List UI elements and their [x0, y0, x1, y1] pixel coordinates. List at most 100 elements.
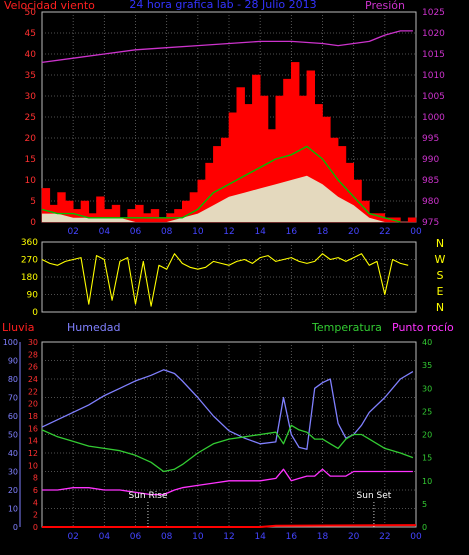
- rain-y-tick-label: 12: [28, 449, 38, 458]
- pressure-y-tick-label: 980: [422, 197, 439, 207]
- direction-y-tick-label: 0: [32, 308, 38, 318]
- humidity-y-tick-label: 60: [8, 412, 18, 421]
- wind-y-tick-label: 5: [30, 197, 36, 207]
- pressure-y-tick-label: 1025: [422, 8, 445, 18]
- rain-label: Lluvia: [2, 321, 34, 334]
- wind-y-tick-label: 25: [25, 113, 36, 123]
- rain-y-tick-label: 2: [33, 511, 38, 520]
- temperature-y-tick-label: 10: [422, 477, 432, 486]
- pressure-y-tick-label: 1005: [422, 92, 445, 102]
- rain-y-tick-label: 16: [28, 424, 38, 433]
- rain-y-tick-label: 0: [33, 523, 38, 532]
- humidity-y-tick-label: 70: [8, 394, 18, 403]
- wind-x-tick-label: 06: [130, 227, 142, 237]
- wind-y-tick-label: 50: [25, 8, 37, 18]
- wind-x-tick-label: 16: [286, 227, 298, 237]
- wind-x-tick-label: 02: [67, 227, 78, 237]
- wind-y-tick-label: 10: [25, 176, 37, 186]
- dew-point-label: Punto rocío: [392, 321, 454, 334]
- temperature-y-tick-label: 30: [422, 384, 432, 393]
- pressure-y-tick-label: 1020: [422, 29, 445, 39]
- wind-y-tick-label: 45: [25, 29, 36, 39]
- temperature-y-tick-label: 40: [422, 338, 432, 347]
- humidity-label: Humedad: [67, 321, 120, 334]
- climate-x-tick-label: 04: [99, 532, 111, 542]
- pressure-y-tick-label: 1015: [422, 50, 445, 60]
- temperature-series: [41, 424, 414, 473]
- climate-x-tick-label: 12: [223, 532, 234, 542]
- rain-y-tick-label: 6: [33, 486, 38, 495]
- compass-n-label: N: [436, 237, 444, 250]
- compass-n2-label: N: [436, 301, 444, 314]
- climate-x-tick-label: 10: [192, 532, 204, 542]
- temperature-y-tick-label: 15: [422, 454, 432, 463]
- temperature-y-tick-label: 35: [422, 361, 432, 370]
- climate-x-tick-label: 20: [348, 532, 360, 542]
- pressure-label: Presión: [365, 0, 405, 12]
- wind-x-tick-label: 12: [223, 227, 234, 237]
- humidity-y-tick-label: 0: [13, 523, 18, 532]
- chart-marks: 0510152025303540455097598098599099510001…: [3, 8, 445, 542]
- compass-w-label: W: [435, 253, 446, 266]
- direction-y-tick-label: 180: [21, 273, 38, 283]
- wind-average-series: [42, 175, 416, 222]
- rain-y-tick-label: 8: [33, 474, 38, 483]
- temperature-y-tick-label: 5: [422, 500, 427, 509]
- rain-y-tick-label: 26: [28, 363, 38, 372]
- wind-speed-label: Velocidad viento: [4, 0, 95, 12]
- temperature-y-tick-label: 25: [422, 407, 432, 416]
- climate-x-tick-label: 06: [130, 532, 142, 542]
- wind-y-tick-label: 30: [25, 92, 37, 102]
- climate-x-tick-label: 14: [254, 532, 266, 542]
- rain-y-tick-label: 24: [28, 375, 38, 384]
- wind-y-tick-label: 20: [25, 134, 37, 144]
- temperature-label: Temperatura: [311, 321, 382, 334]
- pressure-y-tick-label: 985: [422, 176, 439, 186]
- pressure-y-tick-label: 1000: [422, 113, 445, 123]
- sun-marker-label: Sun Rise: [128, 491, 167, 501]
- wind-y-tick-label: 15: [25, 155, 36, 165]
- wind-y-tick-label: 40: [25, 50, 37, 60]
- wind-direction-series: [41, 253, 409, 307]
- climate-x-tick-label: 16: [286, 532, 298, 542]
- wind-x-tick-label: 08: [161, 227, 173, 237]
- pressure-y-tick-label: 995: [422, 134, 439, 144]
- rain-y-tick-label: 18: [28, 412, 38, 421]
- temperature-y-tick-label: 20: [422, 431, 432, 440]
- compass-e-label: E: [437, 285, 444, 298]
- wind-y-tick-label: 35: [25, 71, 36, 81]
- wind-x-tick-label: 10: [192, 227, 204, 237]
- rain-series: [42, 524, 417, 528]
- wind-x-tick-label: 22: [379, 227, 390, 237]
- rain-y-tick-label: 10: [28, 461, 38, 470]
- wind-x-tick-label: 18: [317, 227, 329, 237]
- chart-title: 24 hora grafica lab - 28 Julio 2013: [129, 0, 316, 11]
- dew-point-series: [42, 468, 413, 496]
- rain-y-tick-label: 22: [28, 387, 38, 396]
- direction-y-tick-label: 270: [21, 256, 38, 266]
- wind-speed-series: [41, 145, 401, 223]
- humidity-y-tick-label: 20: [8, 486, 18, 495]
- humidity-y-tick-label: 80: [8, 375, 18, 384]
- temperature-y-tick-label: 0: [422, 523, 427, 532]
- humidity-series: [41, 369, 414, 450]
- climate-x-tick-label: 02: [67, 532, 78, 542]
- climate-x-tick-label: 22: [379, 532, 390, 542]
- wind-x-tick-label: 14: [254, 227, 266, 237]
- pressure-y-tick-label: 1010: [422, 71, 445, 81]
- direction-y-tick-label: 90: [27, 291, 39, 301]
- humidity-y-tick-label: 50: [8, 431, 18, 440]
- sun-marker-label: Sun Set: [357, 491, 392, 501]
- wind-x-tick-label: 00: [410, 227, 422, 237]
- wind-x-tick-label: 20: [348, 227, 360, 237]
- direction-y-tick-label: 360: [21, 238, 38, 248]
- wind-x-tick-label: 04: [99, 227, 111, 237]
- climate-x-tick-label: 08: [161, 532, 173, 542]
- compass-s-label: S: [437, 269, 444, 282]
- rain-y-tick-label: 30: [28, 338, 38, 347]
- climate-x-tick-label: 18: [317, 532, 329, 542]
- wind-y-tick-label: 0: [30, 218, 36, 228]
- humidity-y-tick-label: 40: [8, 449, 18, 458]
- climate-x-tick-label: 00: [410, 532, 422, 542]
